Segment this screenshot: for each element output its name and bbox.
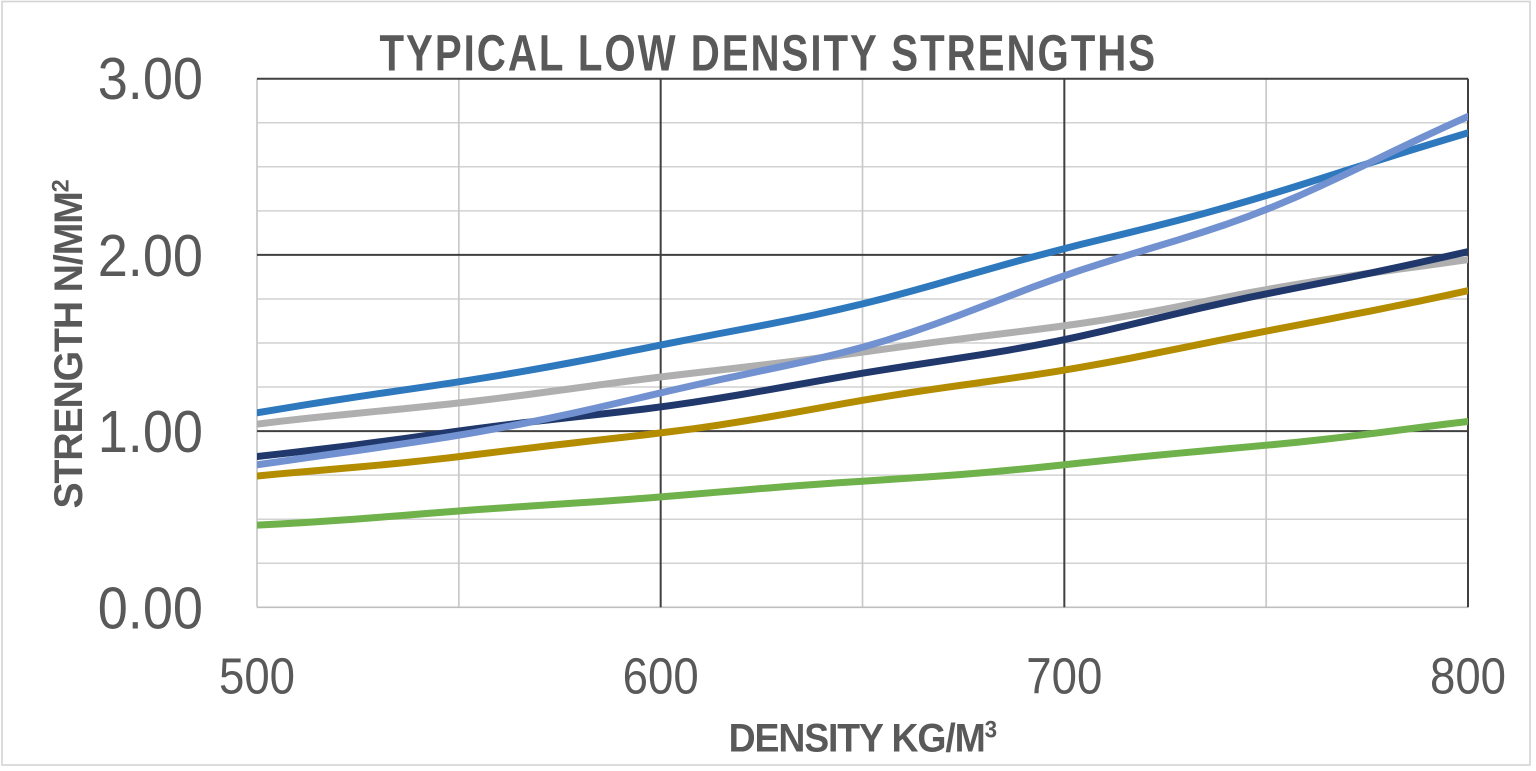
svg-text:3.00: 3.00 (98, 46, 203, 112)
svg-text:600: 600 (623, 648, 699, 705)
svg-text:STRENGTH N/MM2: STRENGTH N/MM2 (47, 180, 91, 509)
svg-text:2.00: 2.00 (98, 223, 203, 289)
svg-text:0.00: 0.00 (98, 575, 203, 641)
svg-text:700: 700 (1026, 648, 1102, 705)
svg-text:1.00: 1.00 (98, 399, 203, 465)
svg-text:800: 800 (1430, 648, 1506, 705)
svg-text:500: 500 (219, 648, 295, 705)
svg-text:TYPICAL LOW DENSITY STRENGTHS: TYPICAL LOW DENSITY STRENGTHS (379, 24, 1157, 82)
svg-text:DENSITY KG/M3: DENSITY KG/M3 (729, 716, 998, 761)
